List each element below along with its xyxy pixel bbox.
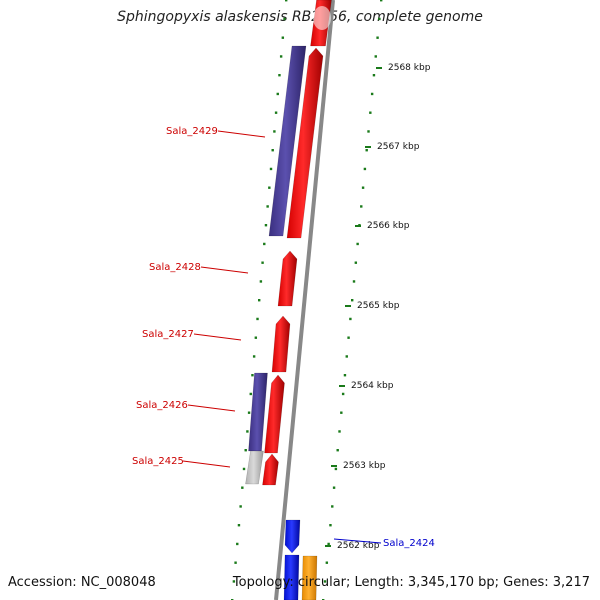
inner-dot [232,580,236,583]
gene-label[interactable]: Sala_2428 [149,262,201,273]
outer-dot [365,149,368,152]
feature-orange [301,555,318,600]
inner-dot [241,486,244,489]
outer-dot [343,374,347,377]
inner-dot [264,224,268,227]
inner-dot [246,430,249,433]
inner-dot [266,205,269,208]
outer-dot [325,561,329,564]
feature-highlight [313,6,331,30]
scale-tick-label: 2564 kbp [351,381,394,391]
outer-dot [341,392,345,396]
outer-dot [369,111,372,114]
scale-tick-label: 2568 kbp [388,63,431,73]
outer-dot [370,92,374,96]
forward-cds-feature [264,374,285,454]
gene-label-leader [187,404,236,412]
outer-dot [349,317,352,321]
outer-dot [372,74,376,77]
scale-tick-label: 2565 kbp [357,301,400,311]
inner-dot [252,355,256,358]
scale-tick-label: 2566 kbp [367,221,410,231]
outer-dot [360,205,363,208]
inner-dot [283,17,286,21]
inner-dot [244,449,247,452]
forward-cds-feature [286,47,324,239]
gene-label-leader [193,333,242,341]
genome-backbone [274,0,335,600]
inner-dot [237,524,241,527]
gene-label[interactable]: Sala_2429 [166,126,218,137]
inner-dot [261,261,264,264]
outer-dot [336,449,339,452]
inner-dot [234,561,237,564]
gene-label-leader [182,460,231,468]
outer-dot [356,242,359,246]
scale-tick-label: 2563 kbp [343,461,386,471]
forward-cds-feature [277,250,298,307]
inner-dot [285,0,288,2]
reverse-cds-feature [283,554,300,600]
gene-label[interactable]: Sala_2426 [136,400,188,411]
reverse-cds-feature [284,519,301,554]
inner-dot [281,36,285,39]
inner-dot [268,186,271,189]
inner-dot [279,55,283,58]
inner-dot [269,167,273,171]
outer-dot [340,411,343,414]
gene-label-leader [333,538,382,544]
inner-dot [249,392,252,396]
forward-cds-feature [271,315,291,373]
inner-dot [239,505,242,508]
inner-dot [254,336,258,339]
outer-dot [352,280,356,283]
inner-dot [251,374,254,377]
outer-dot [327,542,330,546]
outer-dot [376,36,379,39]
outer-dot [351,299,354,302]
inner-dot [259,280,263,283]
outer-dot [323,580,327,583]
outer-dot [329,524,332,527]
outer-dot [331,505,334,508]
inner-dot [236,542,239,546]
outer-dot [354,261,358,264]
outer-dot [378,17,381,21]
outer-dot [363,167,367,171]
gene-label-leader [217,130,266,138]
feature-purple [248,372,268,452]
inner-dot [242,467,246,471]
inner-dot [258,299,261,302]
outer-dot [361,186,365,189]
outer-dot [374,55,377,58]
accession-text: Accession: NC_008048 [8,575,156,590]
gene-label[interactable]: Sala_2427 [142,329,194,340]
outer-dot [334,467,338,471]
map-title: Sphingopyxis alaskensis RB2256, complete… [117,9,483,25]
gene-label[interactable]: Sala_2425 [132,456,184,467]
feature-purple [268,45,307,237]
forward-cds-feature [262,453,279,486]
inner-dot [273,130,276,133]
scale-tick-label: 2567 kbp [377,142,420,152]
inner-dot [276,92,279,96]
inner-dot [271,149,274,152]
outer-dot [332,486,336,489]
inner-dot [278,74,281,77]
outer-dot [347,336,350,339]
gene-label[interactable]: Sala_2424 [383,538,435,549]
feature-gray [245,450,264,485]
inner-dot [274,111,278,114]
outer-dot [367,130,370,133]
gene-label-leader [200,266,249,274]
outer-dot [380,0,383,2]
scale-tick-label: 2562 kbp [337,541,380,551]
topology-summary: Topology: circular; Length: 3,345,170 bp… [232,575,590,590]
outer-dot [345,355,348,358]
outer-dot [338,430,341,433]
inner-dot [256,317,259,321]
inner-dot [263,242,266,246]
inner-dot [247,411,251,414]
